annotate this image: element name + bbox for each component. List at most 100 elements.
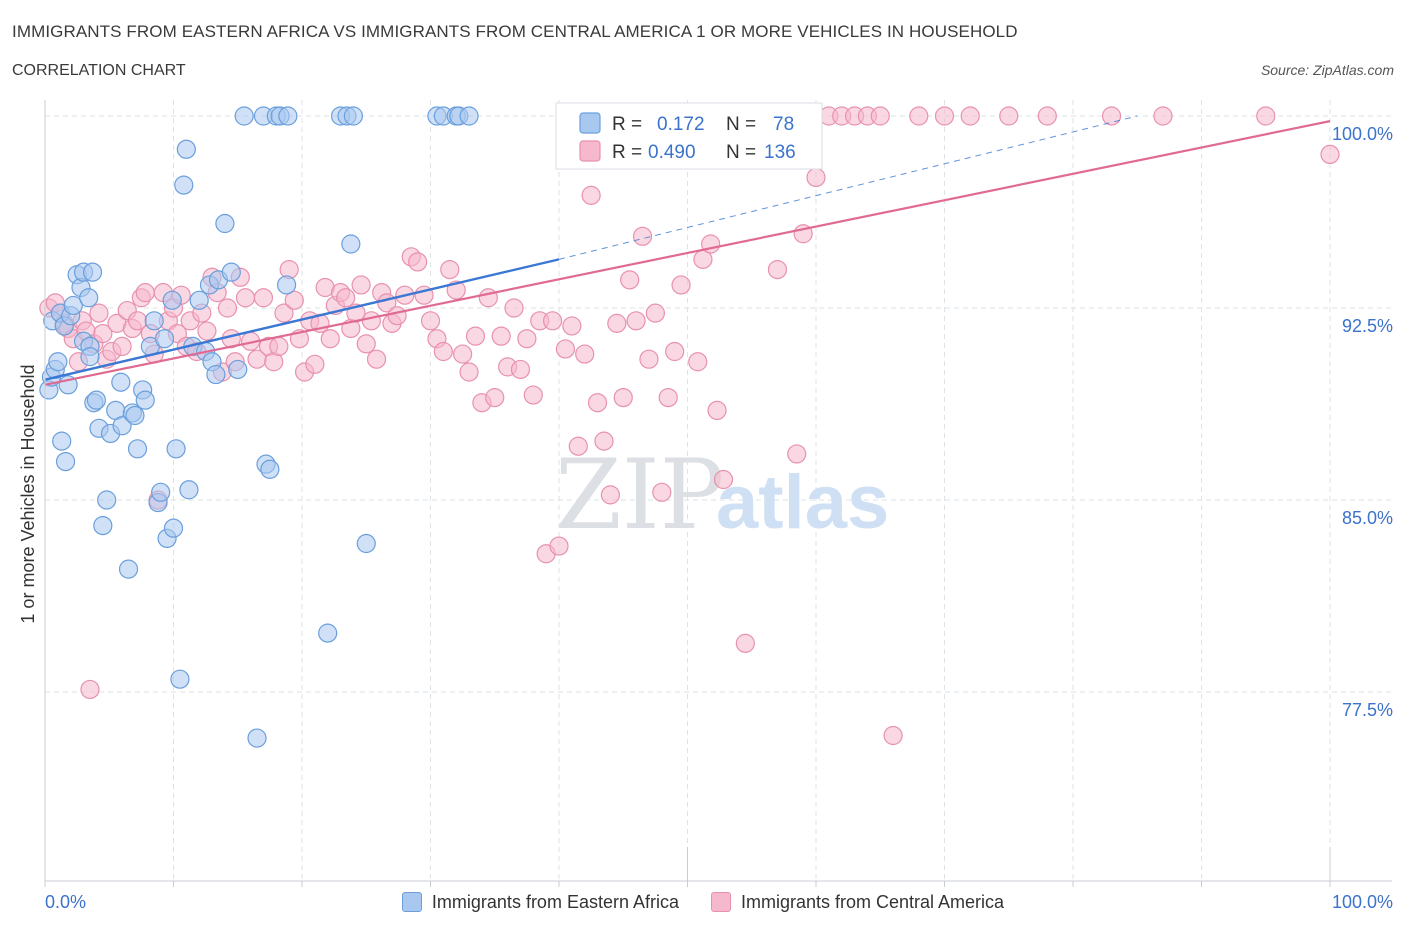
pink-point [587, 393, 608, 413]
blue-point [221, 262, 241, 282]
blue-point [118, 559, 139, 579]
pink-point [665, 341, 685, 362]
blue-point [459, 106, 479, 126]
pink-point [504, 298, 524, 318]
blue-point [276, 275, 297, 295]
blue-point [63, 295, 83, 316]
blue-point [52, 431, 72, 451]
axes-layer: 100.0% 92.5% 85.0% 77.5% 0.0% 100.0% 1 or more… [18, 100, 1393, 912]
legend-swatch-pink [711, 892, 731, 912]
pink-point [1256, 106, 1276, 126]
stats-blue-r-value: 0.172 [657, 114, 705, 135]
pink-point [632, 226, 653, 246]
blue-point [112, 416, 132, 436]
watermark: ZIP atlas [555, 439, 889, 551]
pink-point [870, 106, 890, 126]
blue-point [154, 329, 175, 349]
pink-point [440, 260, 460, 280]
blue-point [93, 515, 113, 536]
stats-blue-n-value: 78 [773, 114, 794, 135]
pink-point [594, 431, 614, 451]
watermark-zip: ZIP [555, 439, 724, 551]
blue-point [189, 290, 209, 310]
blue-point [144, 311, 164, 331]
pink-point [1101, 106, 1122, 126]
pink-point [934, 106, 955, 126]
blue-point [343, 106, 363, 126]
pink-point [269, 336, 289, 356]
blue-point [163, 518, 184, 538]
pink-point [607, 313, 627, 333]
pink-point [112, 336, 132, 356]
blue-point [80, 347, 100, 367]
pink-point [217, 298, 238, 318]
pink-point [491, 326, 511, 346]
stats-blue-r-label: R = [612, 114, 642, 135]
y-tick-label: 85.0% [1342, 508, 1393, 528]
blue-point [162, 290, 182, 310]
stats-pink-swatch [579, 140, 601, 162]
pink-point [645, 303, 665, 323]
pink-point [356, 334, 376, 354]
blue-point [234, 106, 254, 126]
pink-point [562, 316, 582, 336]
source-credit: Source: ZipAtlas.com [1260, 62, 1394, 78]
chart-subtitle: CORRELATION CHART [12, 62, 186, 79]
legend-item-eastern-africa[interactable]: Immigrants from Eastern Africa [401, 891, 679, 913]
legend-item-central-america[interactable]: Immigrants from Central America [711, 892, 1004, 913]
pink-point [135, 283, 155, 303]
stats-box: R = 0.172 N = 78 R = 0.490 N = 136 [555, 102, 823, 170]
blue-point [278, 106, 298, 126]
pink-point [320, 329, 340, 349]
pink-point [253, 288, 274, 308]
pink-point [433, 341, 453, 362]
blue-point [135, 390, 155, 410]
pink-point [420, 311, 441, 331]
pink-point [465, 326, 486, 346]
points-layer [39, 106, 1340, 748]
pink-point [485, 388, 505, 408]
blue-point [318, 623, 338, 643]
blue-point [356, 533, 376, 554]
blue-point [179, 480, 199, 500]
blue-point [206, 364, 226, 385]
pink-point [453, 344, 473, 364]
x-tick-label-min: 0.0% [45, 892, 86, 912]
pink-point [459, 362, 479, 382]
blue-point [151, 482, 171, 502]
blue-trend-line [44, 258, 560, 381]
blue-point [82, 262, 103, 282]
pink-point [620, 270, 640, 290]
pink-point [767, 260, 788, 280]
pink-point [1320, 144, 1340, 164]
pink-point [517, 329, 537, 349]
blue-trend-extension [558, 115, 1138, 260]
pink-point [787, 444, 807, 464]
pink-point [80, 679, 100, 700]
pink-point [568, 436, 588, 456]
pink-point [883, 725, 903, 746]
blue-point [228, 359, 248, 380]
blue-point [174, 175, 194, 195]
pink-point [336, 288, 356, 308]
chart-legend: Immigrants from Eastern Africa Immigrant… [0, 889, 1406, 915]
blue-point [341, 234, 361, 254]
pink-point [235, 288, 256, 308]
pink-point [1037, 106, 1057, 126]
pink-point [713, 469, 734, 490]
watermark-atlas: atlas [716, 460, 889, 545]
pink-point [909, 106, 929, 126]
pink-point [387, 306, 407, 326]
blue-point [97, 490, 117, 510]
pink-point [581, 185, 601, 205]
legend-label-eastern-africa: Immigrants from Eastern Africa [431, 891, 679, 912]
pink-point [652, 482, 672, 502]
blue-point [48, 352, 68, 372]
pink-point [575, 344, 595, 364]
pink-point [408, 252, 428, 272]
pink-point [274, 303, 294, 323]
pink-point [510, 359, 531, 380]
legend-swatch-blue [401, 892, 422, 912]
y-tick-label: 100.0% [1332, 124, 1393, 144]
